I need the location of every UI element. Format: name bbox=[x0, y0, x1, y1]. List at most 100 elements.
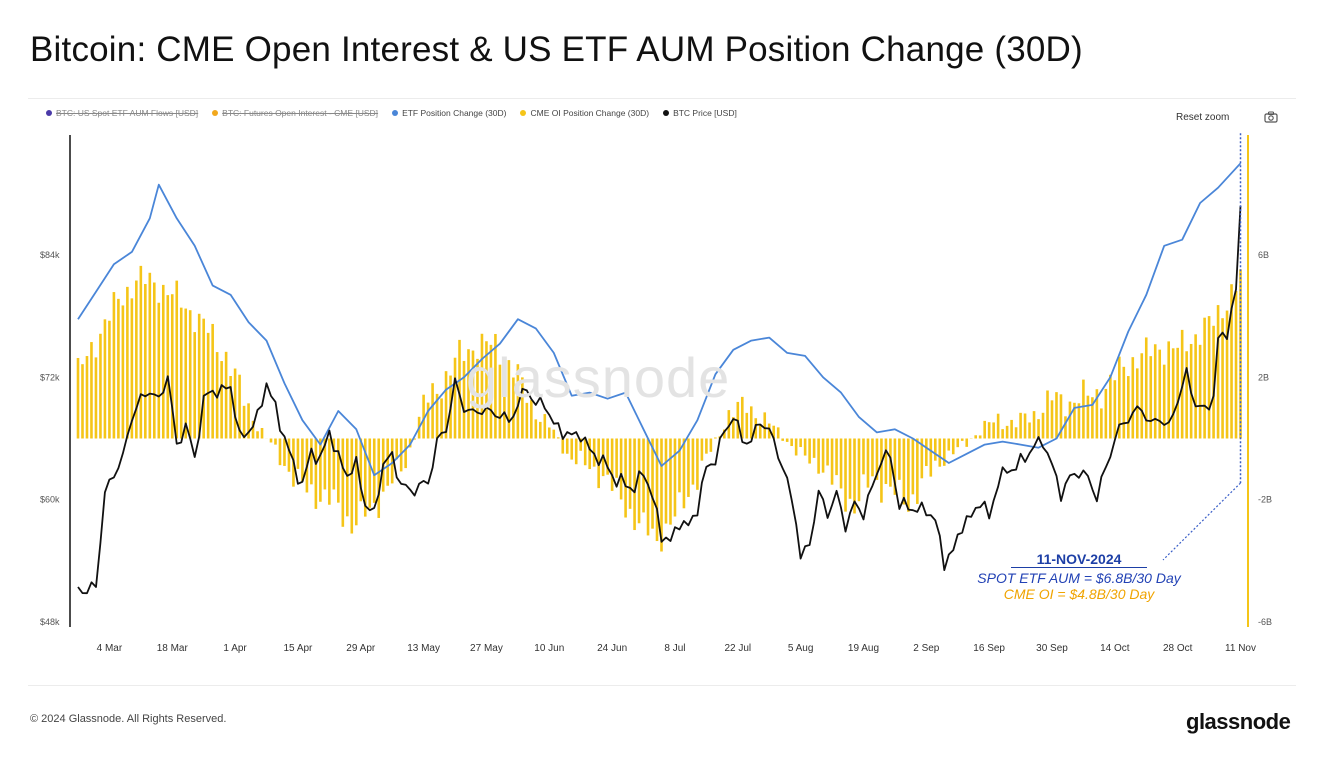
cme-oi-bar bbox=[94, 357, 98, 439]
cme-oi-bar bbox=[763, 412, 767, 439]
cme-oi-bar bbox=[516, 364, 520, 439]
cme-oi-bar bbox=[821, 438, 825, 473]
cme-oi-bar bbox=[610, 438, 614, 491]
cme-oi-bar bbox=[1203, 317, 1206, 439]
cme-oi-bar bbox=[377, 438, 381, 518]
cme-oi-bar bbox=[319, 438, 322, 502]
y-right-tick-label: 2B bbox=[1258, 372, 1269, 382]
cme-oi-bar bbox=[826, 438, 829, 466]
cme-oi-bar bbox=[233, 368, 237, 439]
cme-oi-bar bbox=[767, 423, 771, 439]
cme-oi-bar bbox=[1086, 395, 1090, 439]
legend-item[interactable]: CME OI Position Change (30D) bbox=[520, 108, 649, 118]
cme-oi-bar bbox=[669, 438, 672, 525]
annotation-date: 11-NOV-2024 bbox=[1010, 551, 1148, 568]
cme-oi-bar bbox=[696, 438, 699, 490]
cme-oi-bar bbox=[1207, 316, 1211, 439]
cme-oi-bar bbox=[269, 438, 273, 443]
cme-oi-bar bbox=[471, 350, 475, 439]
cme-oi-bar bbox=[902, 438, 906, 505]
legend-item[interactable]: BTC Price [USD] bbox=[663, 108, 737, 118]
cme-oi-bar bbox=[462, 360, 466, 439]
cme-oi-bar bbox=[184, 308, 188, 439]
cme-oi-bar bbox=[76, 357, 80, 439]
x-tick-label: 27 May bbox=[470, 643, 503, 654]
cme-oi-bar bbox=[1037, 419, 1040, 439]
cme-oi-bar bbox=[238, 374, 241, 439]
cme-oi-bar bbox=[135, 280, 138, 439]
legend-item[interactable]: ETF Position Change (30D) bbox=[392, 108, 506, 118]
x-tick-label: 24 Jun bbox=[597, 643, 627, 654]
cme-oi-bar bbox=[1198, 344, 1202, 439]
cme-oi-bar bbox=[1041, 412, 1045, 439]
cme-oi-bar bbox=[323, 438, 327, 490]
cme-oi-bar bbox=[121, 305, 125, 439]
cme-oi-bar bbox=[875, 438, 879, 480]
cme-oi-bar bbox=[812, 438, 816, 458]
cme-oi-bar bbox=[206, 332, 210, 439]
cme-oi-bar bbox=[588, 438, 591, 470]
cme-oi-bar bbox=[740, 396, 744, 439]
cme-oi-bar bbox=[700, 438, 704, 461]
cme-oi-bar bbox=[413, 438, 416, 440]
x-tick-label: 30 Sep bbox=[1036, 643, 1068, 654]
cme-oi-bar bbox=[1216, 305, 1220, 439]
cme-oi-bar bbox=[188, 310, 192, 439]
cme-oi-bar bbox=[1230, 284, 1233, 439]
cme-oi-bar bbox=[161, 284, 165, 439]
cme-oi-bar bbox=[1046, 390, 1049, 439]
legend-item[interactable]: BTC: Futures Open Interest - CME [USD] bbox=[212, 108, 378, 118]
cme-oi-bar bbox=[920, 438, 924, 479]
x-tick-label: 11 Nov bbox=[1225, 643, 1256, 654]
cme-oi-bar bbox=[987, 422, 991, 439]
cme-oi-bar bbox=[619, 438, 623, 500]
cme-oi-bar bbox=[803, 438, 807, 456]
cme-oi-bar bbox=[422, 394, 425, 439]
cme-oi-bar bbox=[1059, 394, 1063, 439]
cme-oi-bar bbox=[1221, 318, 1224, 439]
x-tick-label: 16 Sep bbox=[973, 643, 1005, 654]
camera-icon[interactable] bbox=[1264, 111, 1278, 123]
cme-oi-bar bbox=[1149, 356, 1153, 439]
cme-oi-bar bbox=[112, 292, 116, 439]
cme-oi-bar bbox=[866, 438, 870, 488]
cme-oi-bar bbox=[574, 438, 578, 465]
legend-label: BTC: Futures Open Interest - CME [USD] bbox=[222, 108, 379, 118]
cme-oi-bar bbox=[655, 438, 659, 542]
cme-oi-bar bbox=[144, 284, 147, 439]
cme-oi-bar bbox=[224, 351, 228, 439]
cme-oi-bar bbox=[99, 333, 102, 439]
cme-oi-bar bbox=[727, 410, 731, 439]
cme-oi-bar bbox=[494, 333, 497, 439]
cme-oi-bar bbox=[512, 377, 515, 439]
cme-oi-bar bbox=[1109, 374, 1112, 439]
cme-oi-bar bbox=[898, 438, 901, 480]
cme-oi-bar bbox=[337, 438, 340, 503]
cme-oi-bar bbox=[1010, 419, 1013, 439]
y-right-tick-label: 6B bbox=[1258, 250, 1269, 260]
legend-item[interactable]: BTC: US Spot ETF AUM Flows [USD] bbox=[46, 108, 198, 118]
chart-legend: BTC: US Spot ETF AUM Flows [USD] BTC: Fut… bbox=[46, 108, 737, 118]
cme-oi-bar bbox=[1171, 348, 1175, 439]
cme-oi-bar bbox=[314, 438, 318, 509]
cme-oi-bar bbox=[1100, 408, 1103, 439]
cme-oi-bar bbox=[332, 438, 336, 490]
cme-oi-bar bbox=[386, 438, 390, 486]
cme-oi-bar bbox=[884, 438, 888, 484]
cme-oi-bar bbox=[1127, 376, 1130, 439]
cme-oi-bar bbox=[709, 438, 713, 452]
cme-oi-bar bbox=[556, 437, 560, 439]
reset-zoom-button[interactable]: Reset zoom bbox=[1176, 112, 1230, 123]
cme-oi-bar bbox=[637, 438, 641, 524]
cme-oi-bar bbox=[758, 424, 762, 439]
cme-oi-bar bbox=[1064, 416, 1067, 439]
x-tick-label: 28 Oct bbox=[1163, 643, 1193, 654]
cme-oi-bar bbox=[785, 438, 789, 442]
x-tick-label: 18 Mar bbox=[157, 643, 189, 654]
cme-oi-bar bbox=[628, 438, 632, 509]
x-tick-label: 8 Jul bbox=[664, 643, 685, 654]
cme-oi-bar bbox=[624, 438, 627, 518]
x-tick-label: 14 Oct bbox=[1100, 643, 1130, 654]
cme-oi-bar bbox=[1118, 356, 1121, 439]
cme-oi-bar bbox=[732, 417, 735, 439]
